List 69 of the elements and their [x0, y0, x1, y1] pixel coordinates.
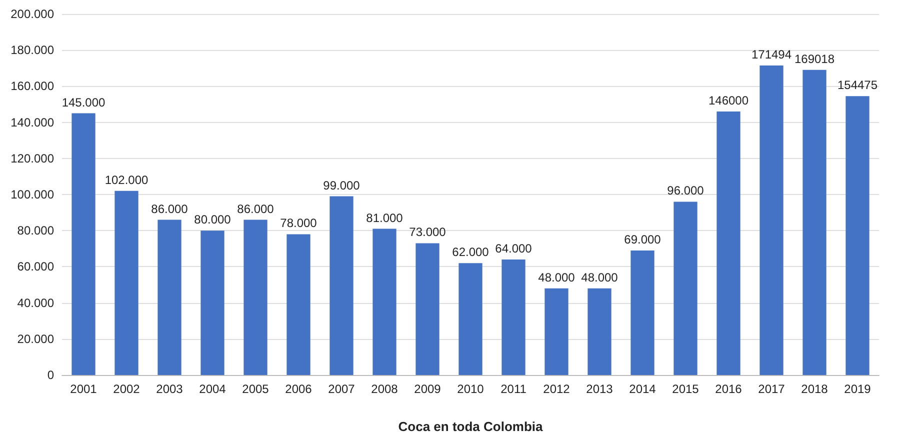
data-label: 154475 — [837, 78, 878, 92]
data-label: 81.000 — [366, 210, 404, 225]
x-tick-label: 2014 — [629, 382, 656, 396]
x-tick-label: 2017 — [758, 382, 786, 396]
data-label: 78.000 — [280, 216, 318, 230]
data-label: 80.000 — [194, 212, 232, 227]
bar — [244, 220, 268, 375]
bar — [72, 113, 96, 375]
x-tick-label: 2009 — [414, 382, 442, 396]
y-tick-label: 180.000 — [10, 43, 54, 58]
x-tick-label: 2004 — [199, 382, 226, 396]
x-tick-label: 2018 — [801, 382, 828, 396]
x-tick-label: 2011 — [500, 382, 527, 396]
x-tick-label: 2002 — [113, 382, 140, 396]
bar — [372, 228, 396, 375]
x-tick-label: 2016 — [715, 382, 742, 396]
bar — [846, 96, 870, 375]
data-label: 99.000 — [323, 178, 360, 192]
bar — [544, 288, 568, 375]
bar — [158, 220, 182, 375]
y-tick-label: 160.000 — [10, 79, 54, 94]
bar — [674, 202, 698, 375]
data-label: 69.000 — [624, 232, 662, 246]
bar — [760, 65, 784, 375]
data-label: 102.000 — [104, 172, 149, 187]
data-label: 48.000 — [538, 270, 576, 284]
bar — [114, 190, 138, 375]
y-tick-label: 40.000 — [17, 296, 54, 310]
y-tick-label: 140.000 — [10, 115, 54, 130]
data-label: 73.000 — [409, 225, 446, 240]
data-label: 64.000 — [495, 241, 532, 256]
y-tick-label: 100.000 — [10, 188, 54, 202]
bar — [458, 263, 482, 375]
y-tick-label: 60.000 — [17, 260, 54, 274]
x-tick-label: 2001 — [70, 382, 98, 396]
bar — [330, 196, 354, 375]
x-tick-label: 2013 — [586, 382, 614, 396]
data-label: 86.000 — [237, 202, 274, 216]
x-tick-label: 2005 — [242, 382, 270, 396]
data-label: 146000 — [708, 93, 749, 108]
x-tick-label: 2006 — [285, 382, 312, 396]
bar — [416, 243, 440, 375]
x-tick-label: 2015 — [672, 382, 700, 396]
data-label: 86.000 — [151, 202, 188, 216]
x-tick-label: 2019 — [844, 382, 872, 396]
data-label: 48.000 — [581, 270, 618, 284]
x-tick-label: 2012 — [543, 382, 570, 396]
bar — [588, 288, 612, 375]
data-label: 96.000 — [667, 184, 704, 198]
x-axis-title: Coca en toda Colombia — [398, 419, 544, 434]
data-label: 145.000 — [62, 95, 106, 110]
bar — [200, 230, 224, 375]
y-tick-label: 80.000 — [17, 224, 54, 238]
bar — [286, 234, 310, 375]
bar — [802, 70, 826, 375]
y-tick-label: 0 — [47, 368, 54, 382]
bar — [716, 111, 740, 375]
y-tick-label: 200.000 — [10, 7, 54, 21]
data-label: 169018 — [794, 52, 835, 66]
bar — [630, 250, 654, 375]
x-tick-label: 2008 — [371, 382, 398, 396]
x-tick-label: 2010 — [457, 382, 484, 396]
y-tick-label: 120.000 — [10, 151, 54, 166]
bar — [502, 259, 526, 375]
x-tick-label: 2007 — [328, 382, 356, 396]
data-label: 62.000 — [452, 245, 490, 260]
x-tick-label: 2003 — [156, 382, 184, 396]
data-label: 171494 — [751, 47, 792, 62]
y-tick-label: 20.000 — [17, 332, 54, 346]
